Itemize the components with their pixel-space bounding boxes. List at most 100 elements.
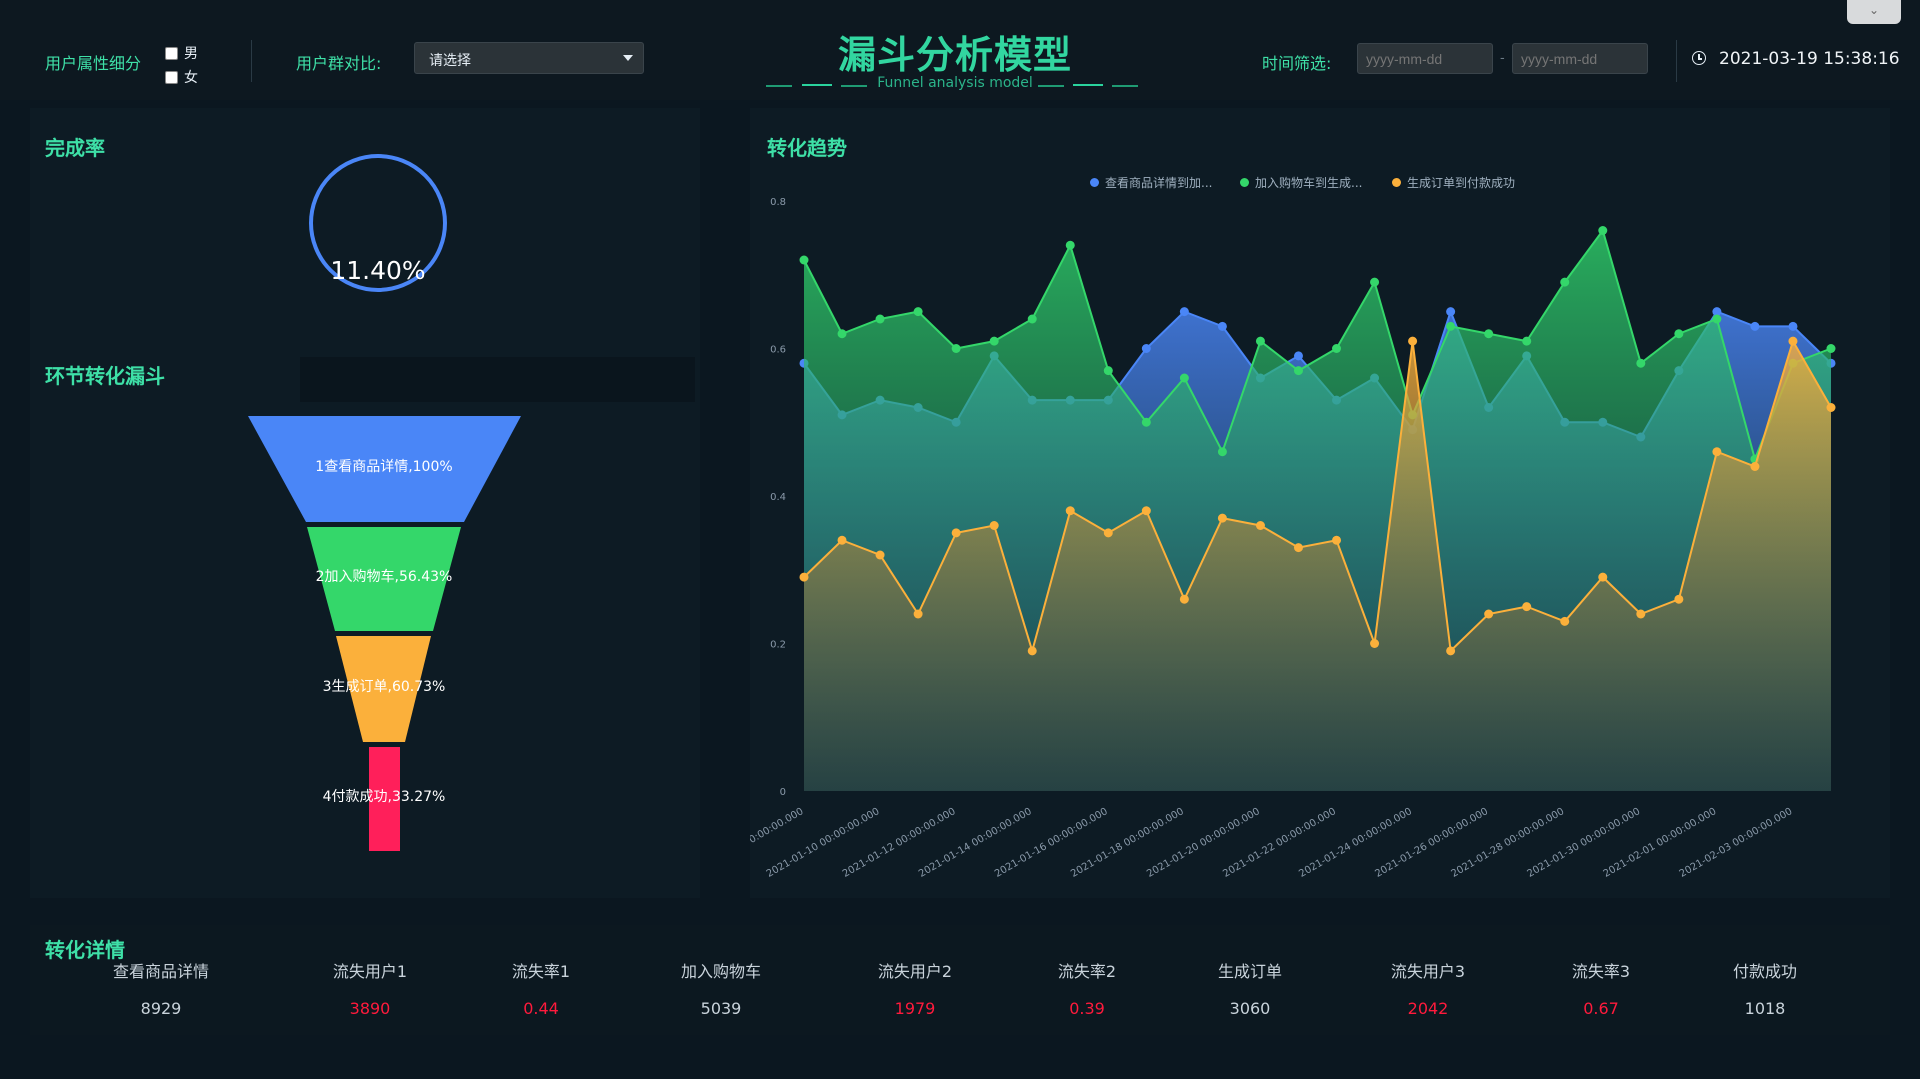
series-point[interactable]: [1103, 366, 1113, 376]
series-point[interactable]: [1179, 307, 1189, 317]
detail-value-9: 0.67: [1583, 999, 1619, 1018]
series-point[interactable]: [1065, 240, 1075, 250]
series-point[interactable]: [1674, 594, 1684, 604]
legend-item-2[interactable]: 加入购物车到生成...: [1240, 174, 1362, 191]
series-point[interactable]: [837, 329, 847, 339]
series-point[interactable]: [951, 528, 961, 538]
series-point[interactable]: [1484, 609, 1494, 619]
series-point[interactable]: [1141, 417, 1151, 427]
legend-label: 生成订单到付款成功: [1407, 176, 1516, 190]
series-point[interactable]: [1598, 226, 1608, 235]
detail-value-4: 5039: [700, 999, 742, 1018]
series-point[interactable]: [1065, 506, 1075, 516]
series-point[interactable]: [951, 344, 961, 353]
gender-female-checkbox[interactable]: 女: [165, 67, 198, 87]
divider: [251, 40, 252, 82]
series-point[interactable]: [1446, 646, 1456, 656]
series-point[interactable]: [1750, 321, 1760, 331]
series-point[interactable]: [1141, 344, 1151, 353]
series-point[interactable]: [1255, 336, 1265, 346]
gender-male-checkbox[interactable]: 男: [165, 43, 198, 63]
series-point[interactable]: [1788, 336, 1798, 346]
series-point[interactable]: [1217, 513, 1227, 523]
series-point[interactable]: [1560, 277, 1570, 287]
date-end-input[interactable]: [1512, 43, 1648, 74]
series-point[interactable]: [1370, 639, 1380, 648]
decor-line: [1038, 85, 1064, 87]
y-tick-label: 0.6: [770, 345, 786, 356]
series-point[interactable]: [1255, 521, 1265, 530]
gender-female-label: 女: [184, 70, 198, 86]
series-point[interactable]: [1217, 447, 1227, 457]
checkbox-box[interactable]: [165, 70, 178, 84]
series-point[interactable]: [1103, 528, 1113, 538]
series-point[interactable]: [1484, 329, 1494, 339]
series-point[interactable]: [1141, 506, 1151, 516]
series-point[interactable]: [989, 521, 999, 530]
legend-label: 加入购物车到生成...: [1255, 176, 1363, 190]
series-point[interactable]: [1712, 314, 1722, 324]
series-point[interactable]: [1293, 366, 1303, 376]
series-point[interactable]: [1179, 373, 1189, 383]
series-point[interactable]: [1332, 535, 1342, 545]
collapse-toggle-button[interactable]: ⌄: [1847, 0, 1901, 24]
divider: [1676, 40, 1677, 82]
series-point[interactable]: [1636, 358, 1646, 368]
series-point[interactable]: [875, 550, 885, 560]
detail-header-4: 加入购物车: [680, 962, 761, 981]
compare-select[interactable]: 请选择: [414, 42, 644, 74]
gender-male-label: 男: [184, 46, 198, 62]
series-point[interactable]: [1027, 314, 1037, 324]
series-point[interactable]: [837, 535, 847, 545]
details-panel: [30, 925, 1890, 1035]
series-area-3: [804, 341, 1831, 791]
series-point[interactable]: [1522, 602, 1532, 612]
series-point[interactable]: [1674, 329, 1684, 339]
legend-dot: [1240, 178, 1249, 187]
date-separator: -: [1500, 51, 1505, 66]
detail-value-3: 0.44: [523, 999, 559, 1018]
series-point[interactable]: [1217, 321, 1227, 331]
detail-value-1: 8929: [140, 999, 182, 1018]
series-point[interactable]: [1598, 572, 1608, 582]
series-point[interactable]: [1712, 307, 1722, 317]
series-point[interactable]: [989, 336, 999, 346]
series-point[interactable]: [1826, 344, 1836, 353]
detail-value-8: 2042: [1407, 999, 1449, 1018]
legend-label: 查看商品详情到加...: [1105, 176, 1213, 190]
series-point[interactable]: [1446, 321, 1456, 331]
series-point[interactable]: [1560, 616, 1570, 626]
trend-chart: 00.20.40.60.8 2021-01-08 00:00:00.000202…: [750, 197, 1836, 880]
series-point[interactable]: [1408, 336, 1418, 346]
series-point[interactable]: [1179, 594, 1189, 604]
series-point[interactable]: [1293, 543, 1303, 553]
series-point[interactable]: [1293, 351, 1303, 361]
page-subtitle: Funnel analysis model: [877, 75, 1033, 91]
series-point[interactable]: [913, 307, 923, 317]
series-point[interactable]: [1712, 447, 1722, 457]
series-point[interactable]: [1788, 321, 1798, 331]
funnel-stage-4: [369, 747, 400, 851]
legend-item-1[interactable]: 查看商品详情到加...: [1090, 174, 1212, 191]
series-point[interactable]: [1750, 462, 1760, 471]
series-point[interactable]: [799, 572, 809, 582]
series-point[interactable]: [913, 609, 923, 619]
series-point[interactable]: [1332, 344, 1342, 353]
series-point[interactable]: [1522, 336, 1532, 346]
detail-value-7: 3060: [1229, 999, 1271, 1018]
series-point[interactable]: [1826, 403, 1836, 412]
series-point[interactable]: [1370, 277, 1380, 287]
funnel-title: 环节转化漏斗: [45, 364, 165, 388]
y-tick-label: 0.8: [770, 197, 786, 208]
series-point[interactable]: [875, 314, 885, 324]
series-point[interactable]: [1446, 307, 1456, 317]
checkbox-box[interactable]: [165, 46, 178, 60]
series-point[interactable]: [799, 255, 809, 265]
detail-header-10: 付款成功: [1732, 962, 1797, 981]
series-point[interactable]: [1027, 646, 1037, 656]
date-start-input[interactable]: [1357, 43, 1493, 74]
funnel-stage-3-label: 3生成订单,60.73%: [322, 679, 446, 695]
series-point[interactable]: [1636, 609, 1646, 619]
decor-line: [1112, 85, 1138, 87]
legend-item-3[interactable]: 生成订单到付款成功: [1392, 174, 1515, 191]
